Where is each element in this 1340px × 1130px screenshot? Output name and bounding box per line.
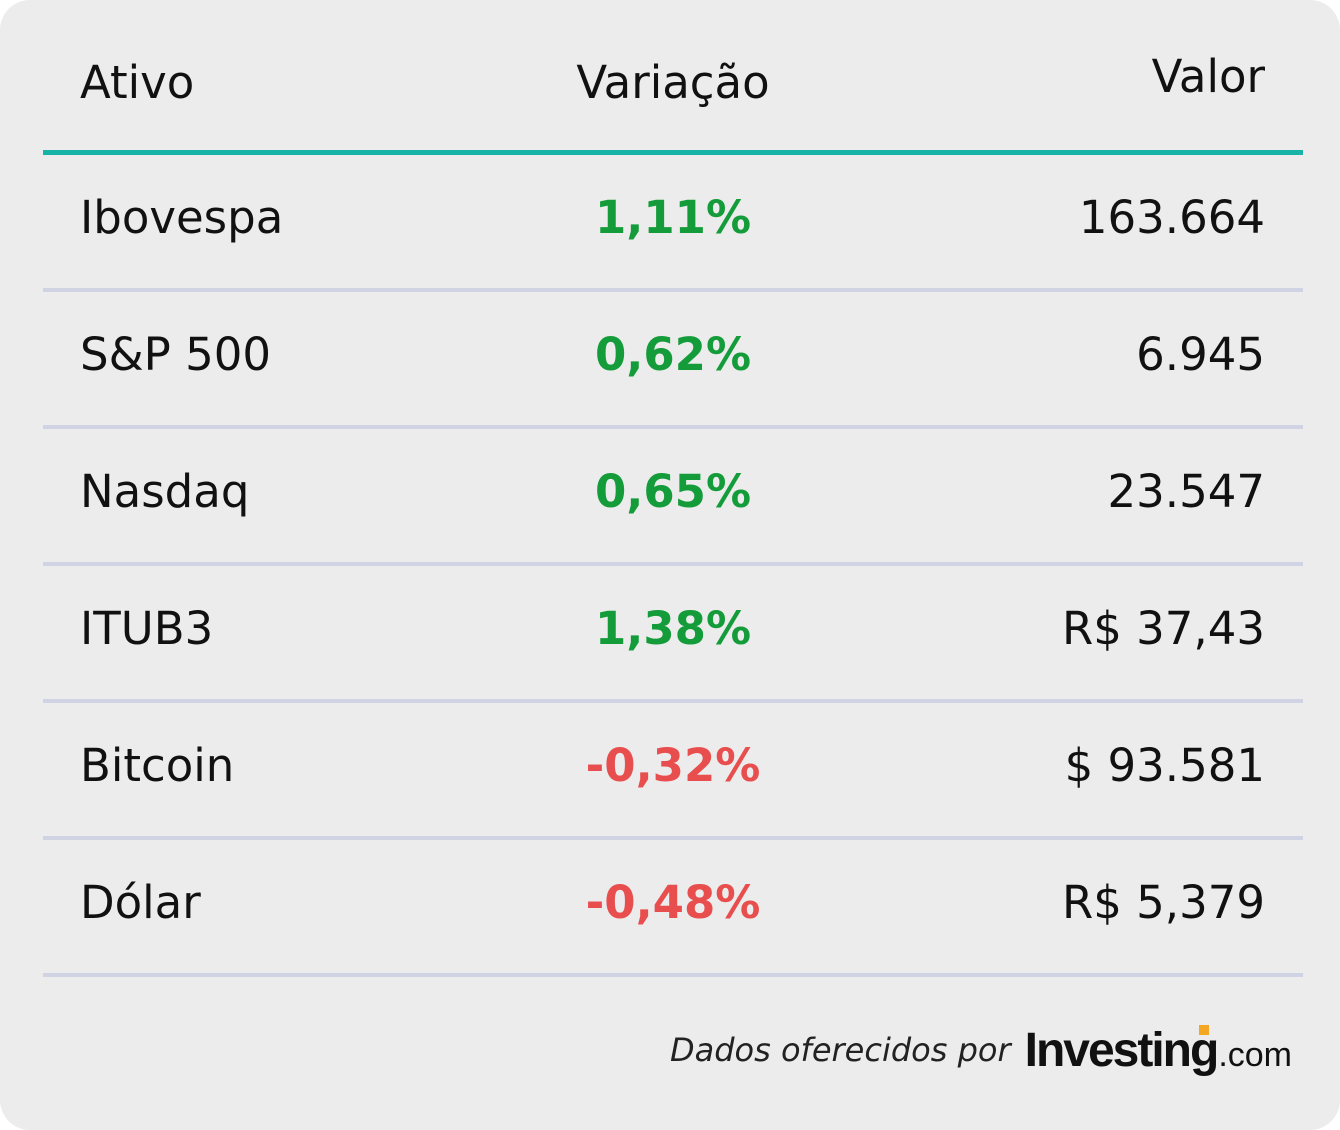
table-row: Dólar -0,48% R$ 5,379 xyxy=(43,840,1303,977)
asset-change: -0,32% xyxy=(585,739,761,792)
asset-name: S&P 500 xyxy=(80,328,271,381)
asset-change: 1,11% xyxy=(594,191,752,244)
table-body: Ibovespa 1,11% 163.664 S&P 500 0,62% 6.9… xyxy=(43,155,1303,977)
asset-name: ITUB3 xyxy=(80,602,214,655)
logo-brand: Investing xyxy=(1024,1023,1220,1077)
asset-value: R$ 5,379 xyxy=(1061,876,1265,929)
asset-change: 0,65% xyxy=(594,465,752,518)
asset-name: Dólar xyxy=(80,876,201,929)
data-source-caption: Dados oferecidos por xyxy=(669,1031,1011,1069)
table-row: ITUB3 1,38% R$ 37,43 xyxy=(43,566,1303,703)
table-row: S&P 500 0,62% 6.945 xyxy=(43,292,1303,429)
asset-change: -0,48% xyxy=(585,876,761,929)
asset-name: Nasdaq xyxy=(80,465,250,518)
asset-value: $ 93.581 xyxy=(1064,739,1265,792)
logo-accent-mark xyxy=(1198,1024,1209,1035)
table-row: Bitcoin -0,32% $ 93.581 xyxy=(43,703,1303,840)
header-value: Valor xyxy=(1151,50,1265,103)
investing-logo[interactable]: Investing .com xyxy=(1025,1023,1292,1078)
logo-tld: .com xyxy=(1218,1035,1292,1074)
asset-change: 0,62% xyxy=(594,328,752,381)
asset-change: 1,38% xyxy=(594,602,752,655)
table-header: Ativo Variação Valor xyxy=(43,0,1303,152)
asset-name: Bitcoin xyxy=(80,739,235,792)
header-divider xyxy=(43,150,1303,155)
asset-name: Ibovespa xyxy=(80,191,284,244)
asset-value: 163.664 xyxy=(1078,191,1265,244)
data-source-footer: Dados oferecidos por Investing .com xyxy=(670,1020,1292,1080)
table-row: Nasdaq 0,65% 23.547 xyxy=(43,429,1303,566)
asset-value: 6.945 xyxy=(1136,328,1265,381)
asset-value: R$ 37,43 xyxy=(1061,602,1265,655)
table-row: Ibovespa 1,11% 163.664 xyxy=(43,155,1303,292)
header-asset: Ativo xyxy=(80,56,195,109)
header-change: Variação xyxy=(576,56,770,109)
asset-value: 23.547 xyxy=(1107,465,1265,518)
